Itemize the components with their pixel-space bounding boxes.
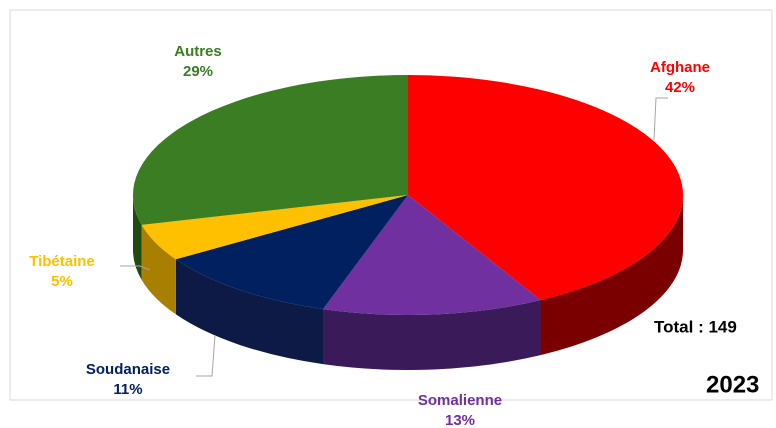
pie-slice (141, 195, 408, 260)
value-label: 11% (113, 381, 142, 398)
pie-side (323, 300, 541, 370)
category-label: Soudanaise (86, 361, 170, 378)
year-annotation: 2023 (706, 371, 759, 398)
value-label: 42% (665, 79, 695, 96)
pie-side (133, 195, 142, 280)
pie-side (175, 259, 324, 365)
pie-slice (175, 195, 408, 310)
category-label: Afghane (650, 59, 710, 76)
total-annotation: Total : 149 (654, 317, 737, 336)
pie-tops (132, 75, 683, 315)
pie-slice (408, 75, 683, 301)
value-label: 5% (51, 273, 73, 290)
leader-line (120, 265, 151, 271)
leader-line (653, 97, 668, 141)
labels: Afghane 42% Somalienne 13% Soudanaise 11% Tibé… (29, 43, 710, 428)
leader-line (196, 334, 216, 377)
value-label: 13% (445, 412, 475, 428)
pie-slice (132, 75, 408, 225)
category-label: Autres (174, 43, 222, 60)
pie-slice (323, 195, 541, 315)
category-label: Somalienne (418, 392, 502, 409)
pie-side (540, 195, 683, 356)
pie-side (141, 224, 176, 315)
chart-frame (9, 9, 773, 401)
value-label: 29% (183, 63, 213, 80)
pie-sides (133, 195, 683, 370)
category-label: Tibétaine (29, 253, 95, 270)
